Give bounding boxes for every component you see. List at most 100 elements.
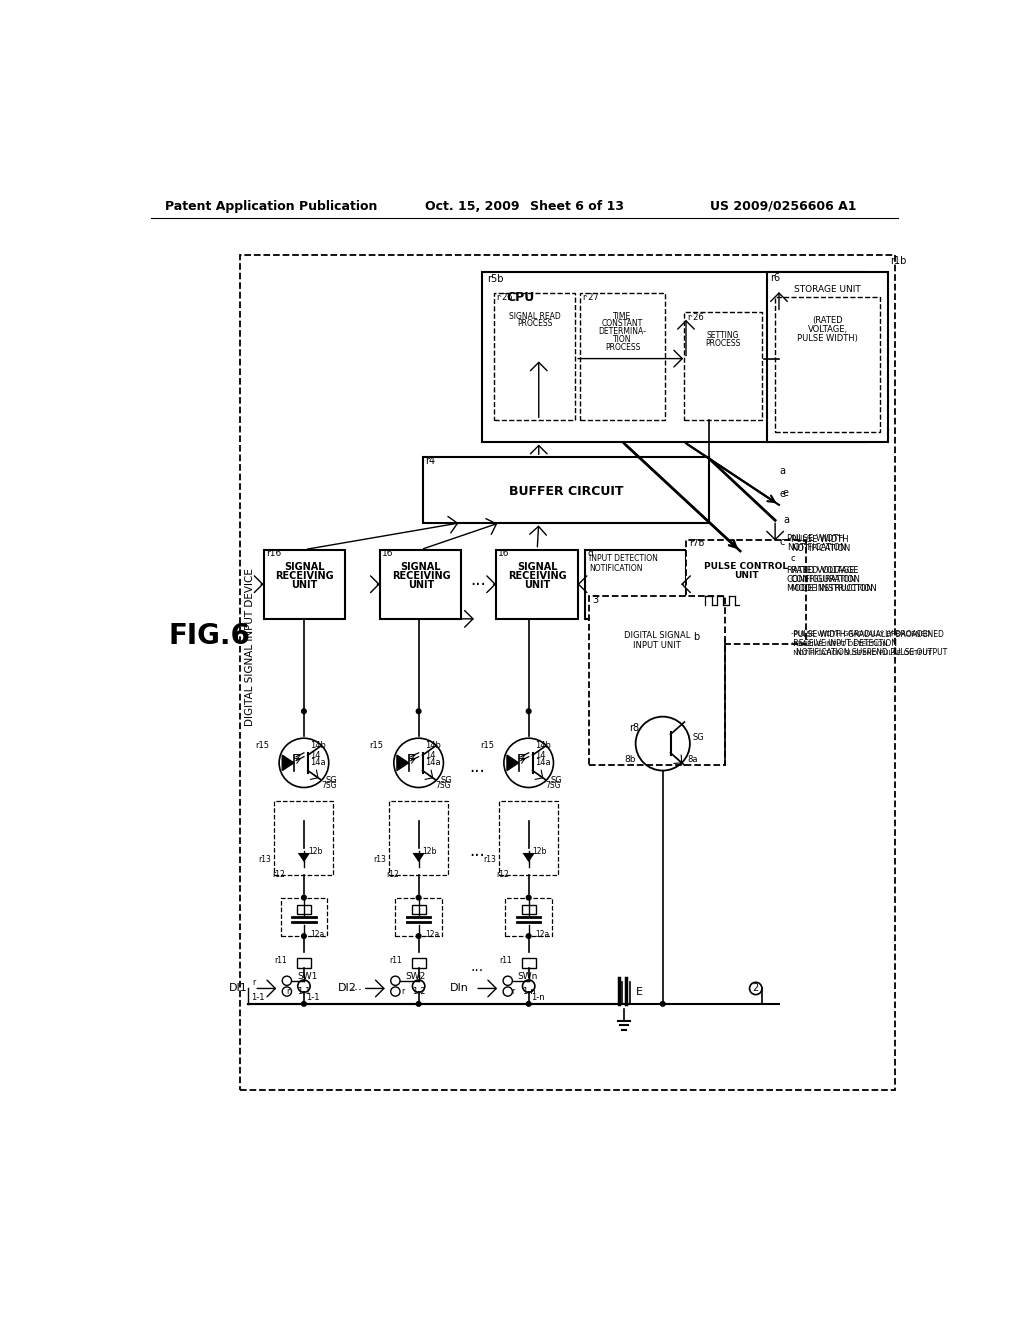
Text: ...: ...	[470, 572, 486, 589]
Text: UNIT: UNIT	[292, 579, 317, 590]
Text: DIGITAL SIGNAL: DIGITAL SIGNAL	[625, 631, 690, 640]
Text: CONFIGURATION: CONFIGURATION	[791, 576, 860, 583]
Text: r·26: r·26	[687, 313, 703, 322]
Bar	[380, 549, 461, 619]
Circle shape	[302, 709, 306, 714]
Text: ...: ...	[350, 979, 362, 993]
Text: CONSTANT: CONSTANT	[602, 319, 643, 329]
Bar	[580, 293, 665, 420]
Bar	[412, 904, 426, 913]
Polygon shape	[522, 853, 535, 862]
Circle shape	[302, 1002, 306, 1006]
Text: SG: SG	[440, 776, 452, 785]
Text: r11: r11	[274, 956, 287, 965]
Text: DETERMINA-: DETERMINA-	[598, 327, 646, 337]
Bar	[767, 272, 888, 442]
Text: NOTIFICATION: NOTIFICATION	[786, 543, 846, 552]
Text: c: c	[779, 537, 784, 546]
Circle shape	[526, 1002, 531, 1006]
Text: RECEIVING: RECEIVING	[508, 570, 566, 581]
Bar	[521, 958, 536, 969]
Bar	[506, 898, 552, 936]
Text: 12b: 12b	[308, 847, 323, 855]
Text: b: b	[693, 632, 699, 643]
Text: 12b: 12b	[532, 847, 547, 855]
Circle shape	[302, 933, 306, 939]
Text: CONFIGURATION: CONFIGURATION	[786, 576, 857, 583]
Text: INPUT UNIT: INPUT UNIT	[634, 640, 681, 649]
Text: RECEIVING: RECEIVING	[275, 570, 334, 581]
Text: (RATED: (RATED	[812, 315, 843, 325]
Bar	[297, 904, 311, 913]
Polygon shape	[298, 853, 310, 862]
Text: r: r	[511, 987, 515, 997]
Text: 12a: 12a	[425, 931, 439, 939]
Text: FIG.6: FIG.6	[168, 622, 250, 649]
Circle shape	[526, 895, 531, 900]
Text: r13: r13	[258, 854, 271, 863]
Text: SIGNAL: SIGNAL	[285, 561, 325, 572]
Circle shape	[417, 709, 421, 714]
Bar	[521, 904, 536, 913]
Text: DIn: DIn	[451, 983, 469, 994]
Text: r: r	[401, 987, 404, 997]
Text: r·27: r·27	[583, 293, 599, 302]
Bar	[423, 457, 710, 523]
Circle shape	[660, 1002, 665, 1006]
Bar	[589, 595, 725, 766]
Bar	[241, 255, 895, 1090]
Text: r: r	[252, 978, 255, 987]
Text: NOTIFICATION SUSPEND PULSE OUTPUT: NOTIFICATION SUSPEND PULSE OUTPUT	[796, 648, 947, 657]
Text: PROCESS: PROCESS	[517, 319, 553, 329]
Text: NOTIFICATION SUSPEND PULSE OUTPUT: NOTIFICATION SUSPEND PULSE OUTPUT	[791, 649, 932, 656]
Text: ·PULSE WIDTH GRADUALLY BROADENED: ·PULSE WIDTH GRADUALLY BROADENED	[791, 630, 943, 639]
Text: 1-1: 1-1	[306, 993, 319, 1002]
Text: ...: ...	[469, 758, 484, 776]
Bar	[389, 801, 449, 875]
Text: 14b: 14b	[425, 741, 440, 750]
Text: r7b: r7b	[689, 539, 705, 548]
Text: SG: SG	[692, 733, 703, 742]
Text: PROCESS: PROCESS	[605, 343, 640, 351]
Text: MODE INSTRUCTION: MODE INSTRUCTION	[786, 585, 872, 593]
Text: MODE INSTRUCTION: MODE INSTRUCTION	[791, 585, 877, 593]
Bar	[281, 898, 328, 936]
Text: PULSE WIDTH: PULSE WIDTH	[791, 535, 848, 544]
Text: ·RECEIVE INPUT DETECTION: ·RECEIVE INPUT DETECTION	[791, 639, 897, 648]
Bar	[775, 297, 880, 432]
Text: VOLTAGE,: VOLTAGE,	[808, 325, 848, 334]
Text: ·RECEIVE INPUT DETECTION: ·RECEIVE INPUT DETECTION	[791, 640, 888, 647]
Text: 1-1: 1-1	[251, 993, 264, 1002]
Text: r6: r6	[770, 273, 780, 282]
Text: BUFFER CIRCUIT: BUFFER CIRCUIT	[509, 484, 624, 498]
Bar	[395, 898, 442, 936]
Text: 3: 3	[592, 595, 598, 606]
Text: RATED VOLTAGE: RATED VOLTAGE	[786, 566, 854, 574]
Text: r: r	[287, 987, 290, 997]
Polygon shape	[397, 755, 409, 771]
Text: r11: r11	[389, 956, 401, 965]
Text: ·PULSE WIDTH GRADUALLY BROADENED: ·PULSE WIDTH GRADUALLY BROADENED	[791, 631, 930, 638]
Text: r12: r12	[386, 870, 399, 879]
Text: c: c	[791, 554, 796, 564]
Text: UNIT: UNIT	[524, 579, 550, 590]
Text: DI1: DI1	[229, 983, 248, 994]
Bar	[263, 549, 345, 619]
Text: r12: r12	[497, 870, 509, 879]
Text: 14: 14	[425, 751, 435, 759]
Circle shape	[417, 895, 421, 900]
Text: E: E	[636, 986, 643, 997]
Text: SW2: SW2	[406, 973, 426, 981]
Text: 8b: 8b	[624, 755, 636, 763]
Bar	[686, 540, 806, 644]
Text: 12b: 12b	[423, 847, 437, 855]
Bar	[482, 272, 866, 442]
Text: e: e	[783, 488, 788, 499]
Text: PULSE WIDTH: PULSE WIDTH	[786, 533, 845, 543]
Text: r11: r11	[499, 956, 512, 965]
Text: DI2: DI2	[338, 983, 356, 994]
Text: SIGNAL: SIGNAL	[400, 561, 441, 572]
Text: 7SG: 7SG	[321, 781, 337, 791]
Text: 7SG: 7SG	[435, 781, 452, 791]
Bar	[297, 958, 311, 969]
